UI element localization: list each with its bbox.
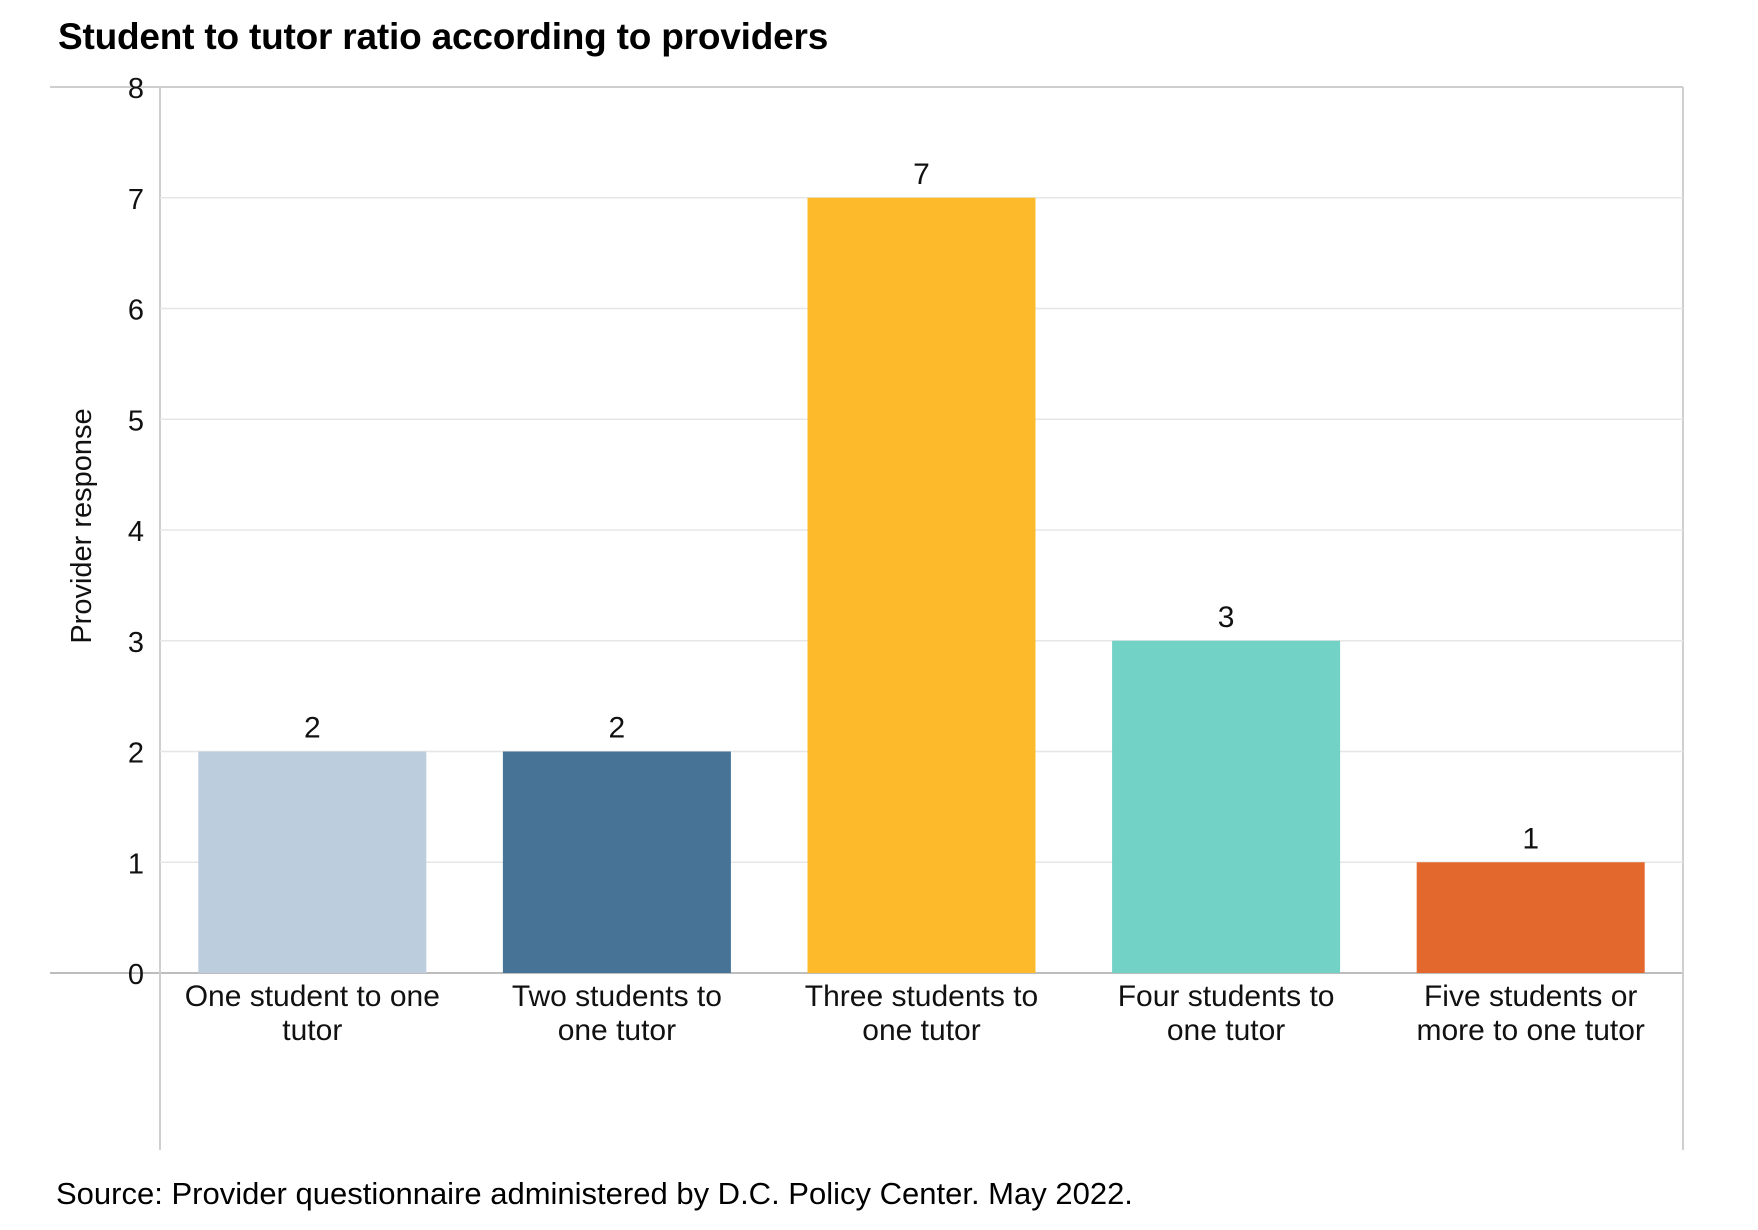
y-tick-label: 7 — [128, 184, 144, 216]
data-label: 1 — [1522, 822, 1539, 855]
bars — [198, 197, 1645, 973]
data-label: 2 — [609, 712, 626, 745]
y-tick-label: 4 — [128, 516, 144, 548]
bar — [1416, 862, 1645, 973]
y-axis-ticks: 0 1 2 3 4 5 6 7 8 — [128, 73, 144, 991]
x-tick-label: Five students or more to one tutor — [1416, 980, 1644, 1047]
data-label: 2 — [304, 712, 321, 745]
bar — [198, 751, 427, 973]
bar — [1112, 640, 1341, 973]
data-label: 7 — [913, 158, 930, 191]
y-tick-label: 2 — [128, 738, 144, 770]
y-tick-label: 8 — [128, 73, 144, 105]
data-labels: 2 2 7 3 1 — [304, 158, 1539, 856]
x-tick-label: Two students to one tutor — [512, 980, 722, 1047]
source-note: Source: Provider questionnaire administe… — [56, 1176, 1133, 1211]
x-axis-labels: One student to one tutor Two students to on… — [185, 980, 1645, 1047]
y-tick-label: 5 — [128, 405, 144, 437]
y-tick-label: 1 — [128, 848, 144, 880]
x-tick-label: One student to one tutor — [185, 980, 440, 1047]
x-tick-label: Three students to one tutor — [805, 980, 1038, 1047]
chart-title: Student to tutor ratio according to prov… — [58, 16, 829, 57]
y-tick-label: 6 — [128, 295, 144, 327]
x-tick-label: Four students to one tutor — [1118, 980, 1335, 1047]
y-tick-label: 0 — [128, 959, 144, 991]
data-label: 3 — [1218, 601, 1235, 634]
y-axis-label: Provider response — [66, 408, 98, 643]
y-tick-label: 3 — [128, 627, 144, 659]
bar — [807, 197, 1036, 973]
bar — [502, 751, 731, 973]
